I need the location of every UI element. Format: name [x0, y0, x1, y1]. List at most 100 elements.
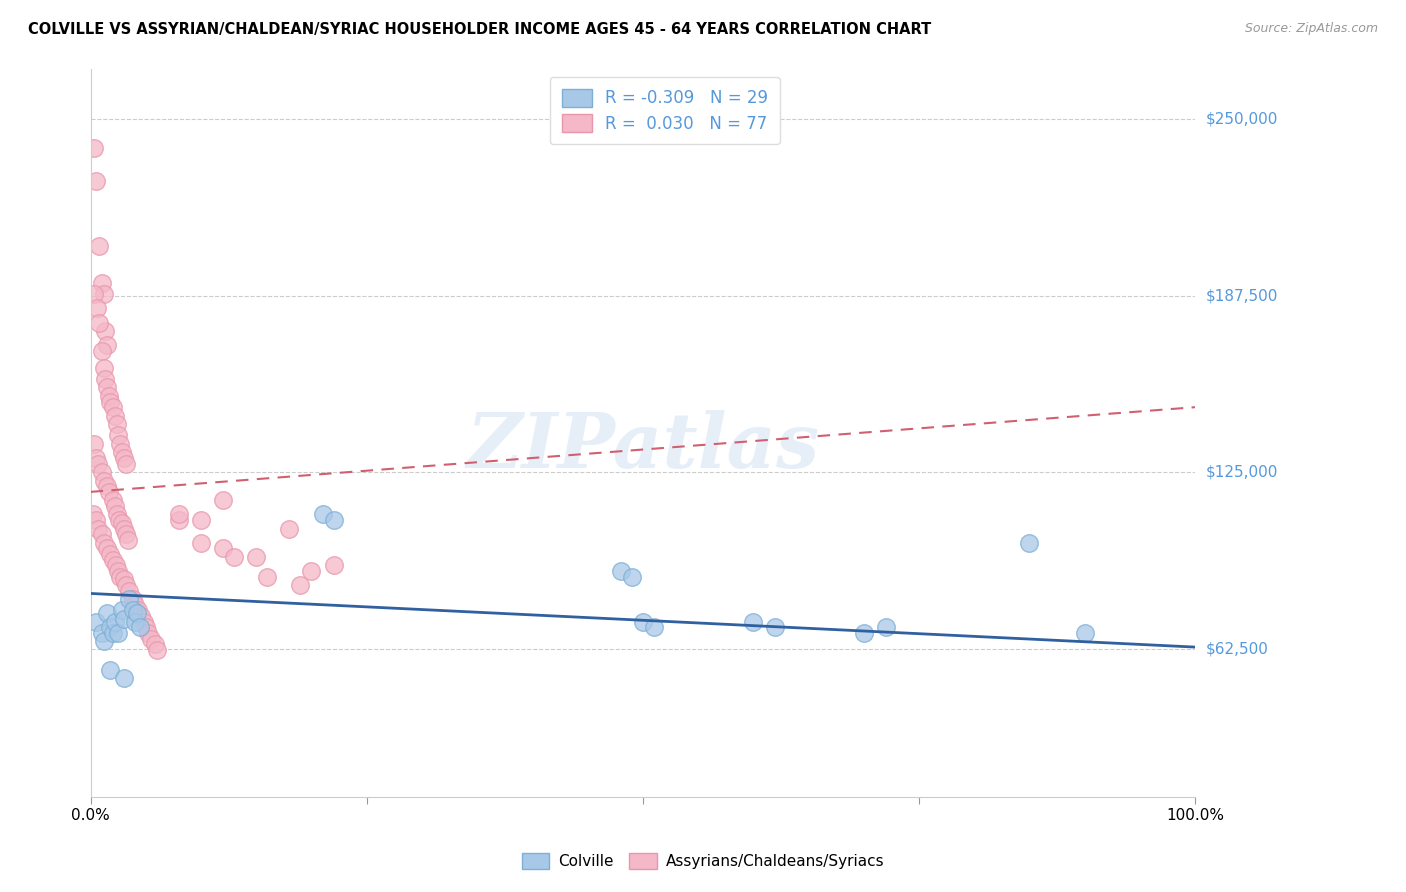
- Text: $62,500: $62,500: [1206, 641, 1270, 656]
- Point: [311, 508, 333, 522]
- Point: [875, 620, 897, 634]
- Point: [112, 671, 135, 685]
- Point: [96, 606, 118, 620]
- Point: [131, 609, 153, 624]
- Point: [90, 527, 112, 541]
- Point: [96, 541, 118, 556]
- Point: [212, 493, 235, 508]
- Point: [278, 522, 301, 536]
- Point: [93, 287, 115, 301]
- Text: Source: ZipAtlas.com: Source: ZipAtlas.com: [1244, 22, 1378, 36]
- Point: [90, 276, 112, 290]
- Point: [620, 569, 643, 583]
- Point: [245, 549, 267, 564]
- Point: [127, 603, 149, 617]
- Point: [190, 513, 212, 527]
- Point: [1073, 626, 1095, 640]
- Point: [100, 394, 122, 409]
- Point: [90, 626, 112, 640]
- Point: [110, 516, 132, 530]
- Point: [118, 583, 141, 598]
- Point: [89, 316, 111, 330]
- Point: [256, 569, 278, 583]
- Point: [93, 474, 115, 488]
- Point: [115, 527, 138, 541]
- Point: [101, 626, 124, 640]
- Text: ZIPatlas: ZIPatlas: [467, 410, 820, 484]
- Point: [141, 632, 163, 646]
- Point: [104, 409, 127, 423]
- Point: [124, 615, 146, 629]
- Point: [118, 592, 141, 607]
- Point: [82, 508, 104, 522]
- Point: [121, 592, 143, 607]
- Point: [105, 508, 128, 522]
- Point: [121, 603, 143, 617]
- Point: [742, 615, 765, 629]
- Point: [84, 450, 107, 465]
- Point: [167, 513, 190, 527]
- Point: [101, 493, 124, 508]
- Point: [112, 522, 135, 536]
- Point: [112, 450, 135, 465]
- Point: [110, 437, 132, 451]
- Text: $125,000: $125,000: [1206, 465, 1278, 480]
- Point: [87, 457, 110, 471]
- Point: [100, 620, 122, 634]
- Point: [86, 301, 108, 316]
- Point: [763, 620, 786, 634]
- Point: [146, 643, 169, 657]
- Point: [89, 239, 111, 253]
- Point: [96, 338, 118, 352]
- Point: [322, 513, 344, 527]
- Point: [104, 615, 127, 629]
- Point: [84, 615, 107, 629]
- Text: $250,000: $250,000: [1206, 112, 1278, 127]
- Point: [83, 140, 105, 154]
- Point: [852, 626, 875, 640]
- Legend: R = -0.309   N = 29, R =  0.030   N = 77: R = -0.309 N = 29, R = 0.030 N = 77: [550, 77, 780, 145]
- Point: [167, 508, 190, 522]
- Point: [105, 558, 128, 573]
- Point: [108, 513, 131, 527]
- Point: [84, 513, 107, 527]
- Point: [90, 343, 112, 358]
- Point: [93, 634, 115, 648]
- Point: [90, 465, 112, 479]
- Point: [135, 620, 157, 634]
- Point: [84, 174, 107, 188]
- Point: [1018, 535, 1040, 549]
- Point: [643, 620, 665, 634]
- Text: COLVILLE VS ASSYRIAN/CHALDEAN/SYRIAC HOUSEHOLDER INCOME AGES 45 - 64 YEARS CORRE: COLVILLE VS ASSYRIAN/CHALDEAN/SYRIAC HOU…: [28, 22, 931, 37]
- Point: [112, 612, 135, 626]
- Point: [129, 620, 152, 634]
- Point: [301, 564, 323, 578]
- Point: [98, 389, 121, 403]
- Point: [115, 457, 138, 471]
- Point: [110, 445, 132, 459]
- Point: [124, 598, 146, 612]
- Point: [83, 287, 105, 301]
- Point: [93, 360, 115, 375]
- Text: $187,500: $187,500: [1206, 288, 1278, 303]
- Point: [107, 428, 129, 442]
- Point: [96, 479, 118, 493]
- Point: [107, 626, 129, 640]
- Point: [117, 533, 139, 547]
- Point: [94, 324, 117, 338]
- Point: [125, 606, 148, 620]
- Point: [83, 437, 105, 451]
- Point: [94, 372, 117, 386]
- Point: [224, 549, 246, 564]
- Point: [112, 573, 135, 587]
- Point: [115, 578, 138, 592]
- Point: [110, 569, 132, 583]
- Point: [110, 603, 132, 617]
- Point: [631, 615, 654, 629]
- Point: [143, 637, 166, 651]
- Point: [104, 499, 127, 513]
- Point: [105, 417, 128, 431]
- Point: [87, 522, 110, 536]
- Point: [98, 484, 121, 499]
- Point: [609, 564, 631, 578]
